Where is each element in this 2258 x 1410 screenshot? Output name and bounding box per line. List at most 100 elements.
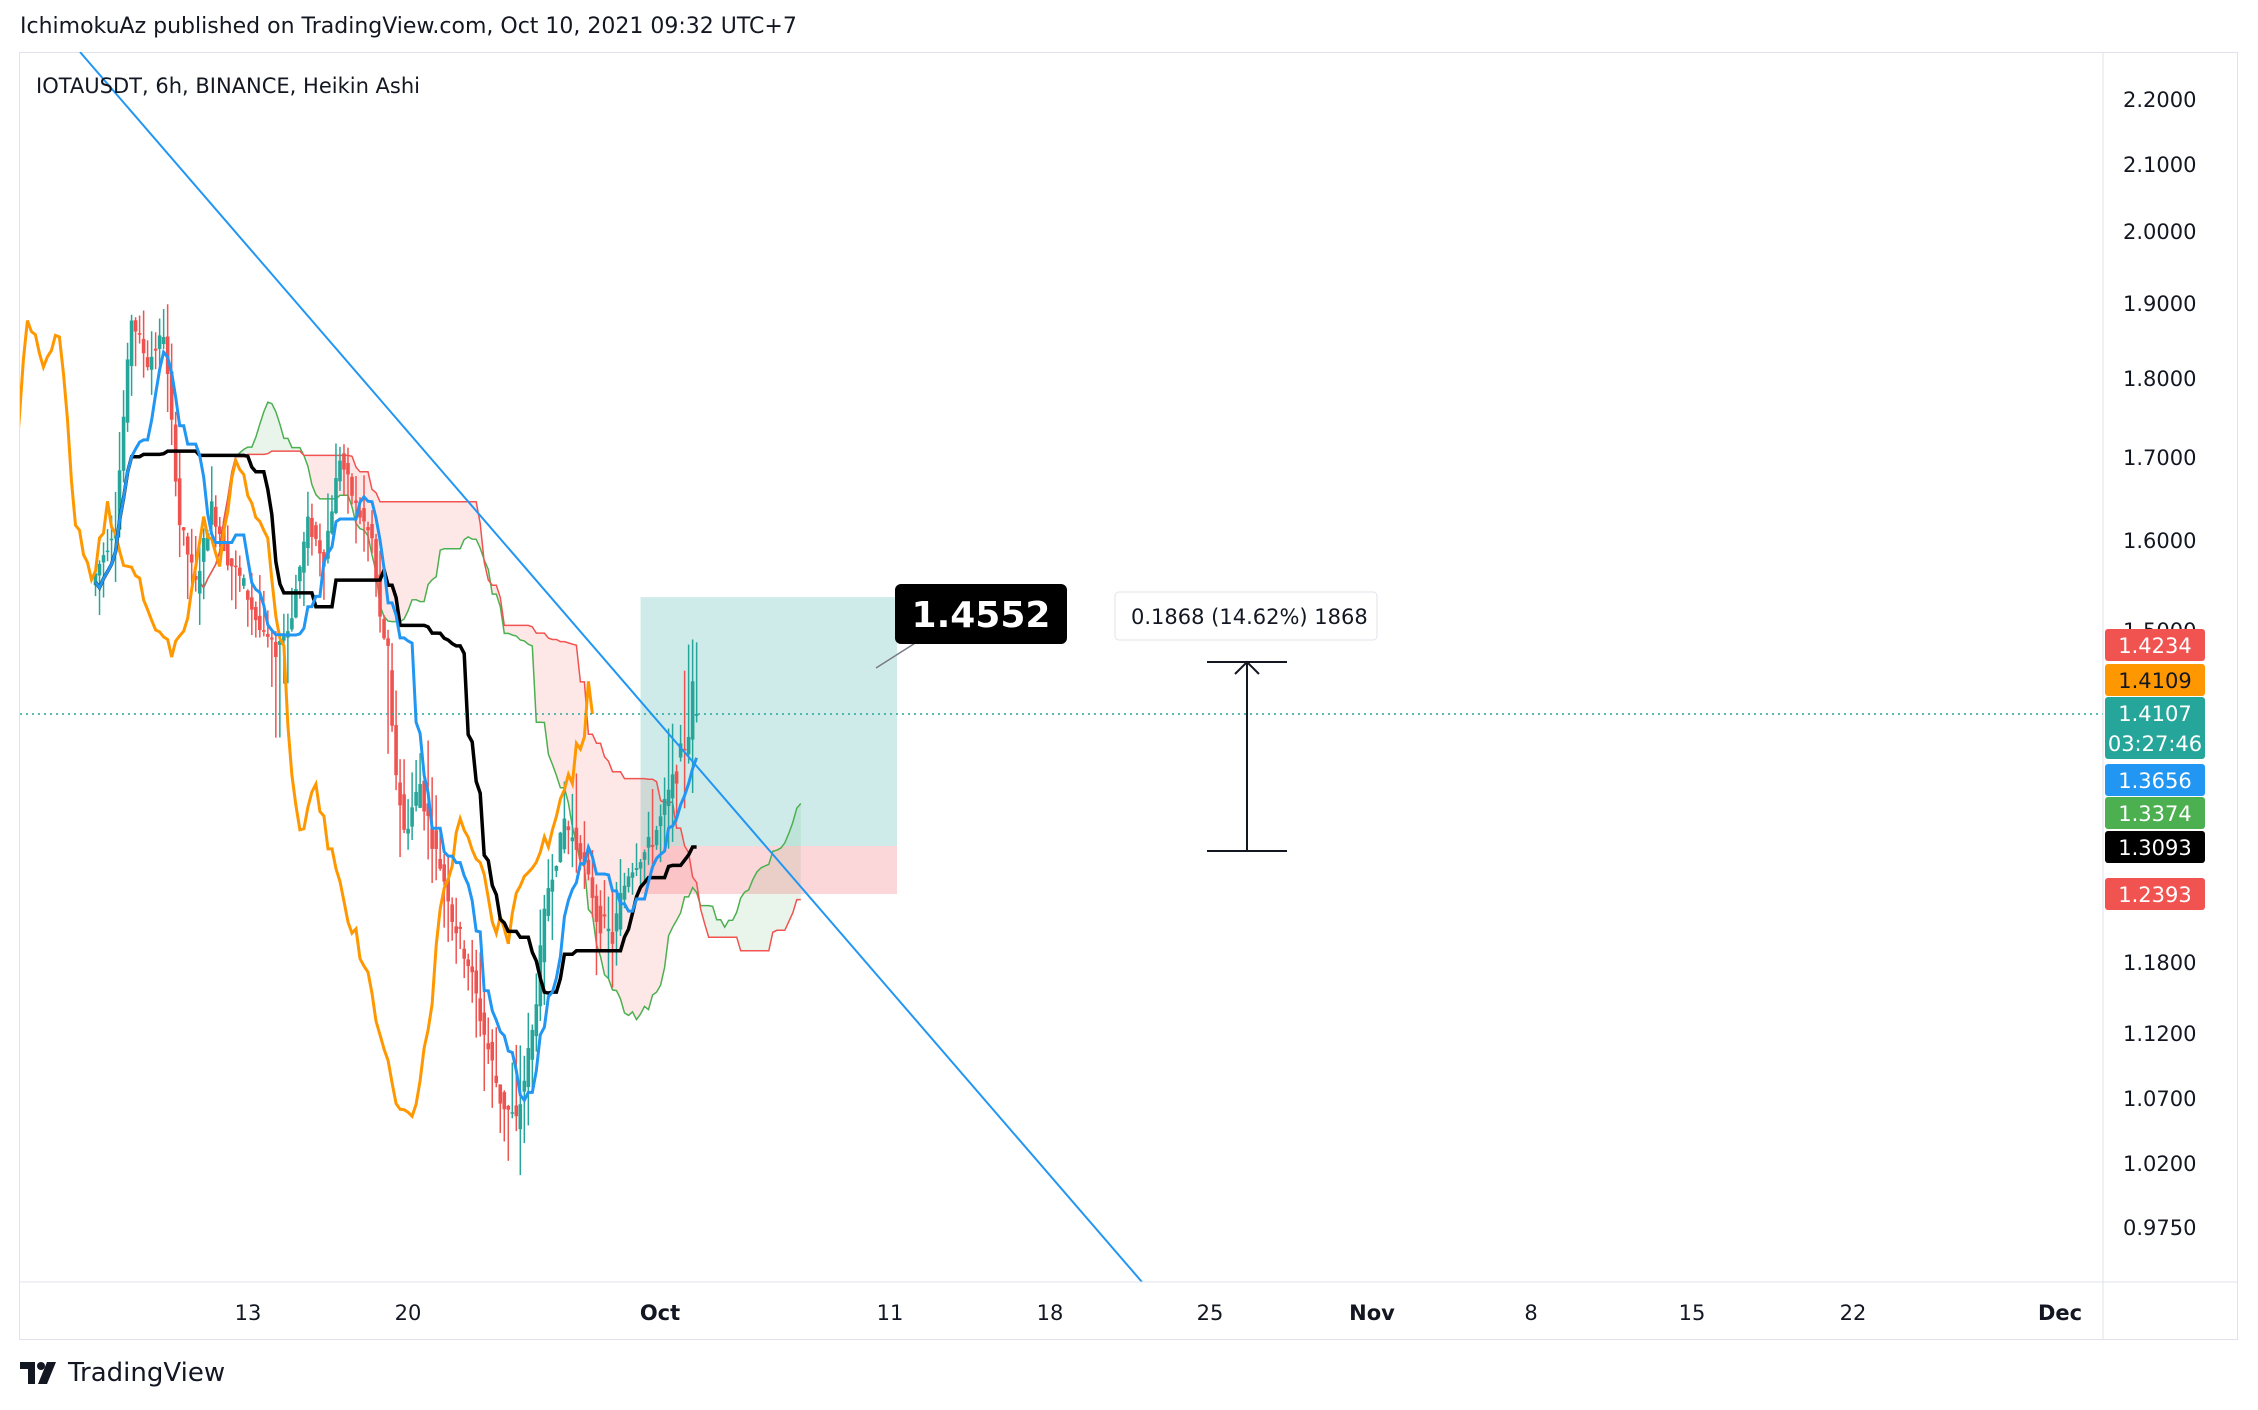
candle-body	[614, 913, 619, 932]
cloud-segment	[708, 905, 713, 938]
cloud-segment	[512, 625, 517, 637]
cloud-segment	[440, 501, 445, 551]
cloud-segment	[279, 424, 284, 452]
cloud-segment	[772, 850, 777, 933]
target-zone	[640, 597, 898, 846]
candle-body	[626, 876, 631, 887]
cloud-segment	[548, 638, 553, 765]
cloud-segment	[536, 633, 541, 723]
cloud-segment	[564, 641, 569, 803]
stop-zone	[640, 846, 898, 894]
candle-body	[426, 803, 430, 816]
y-tick-label: 1.6000	[2123, 529, 2196, 553]
cloud-segment	[524, 625, 529, 645]
candle-body	[690, 681, 695, 740]
candle-body	[181, 527, 186, 531]
tradingview-logo[interactable]: TradingView	[20, 1358, 225, 1388]
candle-body	[486, 1043, 491, 1050]
candle-body	[470, 966, 475, 973]
price-callout-label: 1.4552	[912, 595, 1051, 636]
cloud-segment	[492, 585, 497, 595]
candle-body	[169, 371, 174, 420]
y-tick-label: 0.9750	[2123, 1216, 2196, 1240]
cloud-segment	[648, 779, 653, 1010]
cloud-segment	[688, 852, 693, 897]
candle-body	[586, 859, 591, 875]
cloud-segment	[420, 501, 425, 602]
candle-body	[494, 1075, 499, 1083]
chikou-span	[20, 319, 594, 1119]
cloud-segment	[408, 501, 413, 611]
measure-label: 0.1868 (14.62%) 1868	[1131, 605, 1368, 629]
cloud-segment	[460, 501, 465, 549]
symbol-label: IOTAUSDT, 6h, BINANCE, Heikin Ashi	[36, 74, 420, 98]
x-tick-label: 25	[1197, 1301, 1224, 1325]
cloud-segment	[724, 920, 729, 938]
candle-body	[217, 526, 222, 535]
cloud-segment	[319, 455, 324, 499]
chart-frame	[19, 52, 2238, 1340]
candle-body	[658, 816, 663, 827]
candle-body	[302, 541, 306, 573]
measure-arrow-head	[1234, 660, 1260, 675]
candle-body	[294, 589, 298, 618]
candle-body	[526, 1048, 531, 1088]
candle-body	[506, 1105, 511, 1110]
candle-body	[282, 635, 286, 641]
x-tick-label: Dec	[2038, 1301, 2082, 1325]
candle-body	[266, 633, 270, 637]
candle-body	[610, 931, 615, 944]
cloud-segment	[504, 625, 509, 634]
candle-body	[654, 829, 659, 846]
price-tag	[2105, 878, 2205, 910]
candle-body	[618, 893, 623, 930]
x-tick-label: 22	[1840, 1301, 1867, 1325]
candle-body	[402, 794, 406, 830]
price-tag-label: 1.3656	[2118, 769, 2191, 793]
candle-body	[414, 791, 418, 806]
cloud-segment	[576, 645, 581, 864]
cloud-segment	[468, 501, 473, 540]
cloud-segment	[760, 865, 765, 951]
candle-body	[125, 359, 130, 423]
cloud-segment	[295, 447, 300, 452]
cloud-segment	[404, 501, 409, 620]
candle-body	[241, 578, 246, 586]
cloud-segment	[560, 641, 565, 788]
cloud-segment	[351, 456, 357, 524]
candle-body	[254, 606, 258, 621]
candle-body	[318, 540, 322, 554]
cloud-segment	[528, 625, 533, 646]
candle-body	[362, 508, 366, 522]
candle-body	[534, 1004, 539, 1037]
cloud-segment	[544, 633, 549, 755]
cloud-segment	[424, 501, 429, 602]
candle-body	[466, 959, 471, 967]
tradingview-brand-text: TradingView	[68, 1358, 226, 1388]
candle-body	[434, 830, 438, 849]
cloud-segment	[748, 879, 753, 951]
cloud-segment	[668, 802, 673, 936]
tenkan-sen	[94, 348, 699, 1104]
y-tick-label: 1.0200	[2123, 1152, 2196, 1176]
cloud-segment	[432, 501, 437, 580]
cloud-segment	[327, 455, 332, 499]
cloud-segment	[283, 438, 288, 452]
candle-body	[514, 1105, 519, 1117]
candle-body	[666, 789, 671, 807]
cloud-segment	[628, 778, 633, 1016]
candle-body	[686, 736, 691, 755]
x-tick-label: 11	[877, 1301, 904, 1325]
candle-body	[478, 998, 483, 1022]
candle-body	[93, 573, 98, 586]
candle-body	[278, 641, 282, 645]
candle-body	[650, 844, 655, 847]
candle-body	[262, 630, 266, 632]
cloud-segment	[660, 800, 665, 986]
measure-label-box	[1114, 591, 1378, 641]
candle-body	[578, 843, 583, 860]
candle-body	[670, 774, 675, 799]
candle-body	[370, 524, 374, 539]
cloud-segment	[255, 424, 260, 455]
